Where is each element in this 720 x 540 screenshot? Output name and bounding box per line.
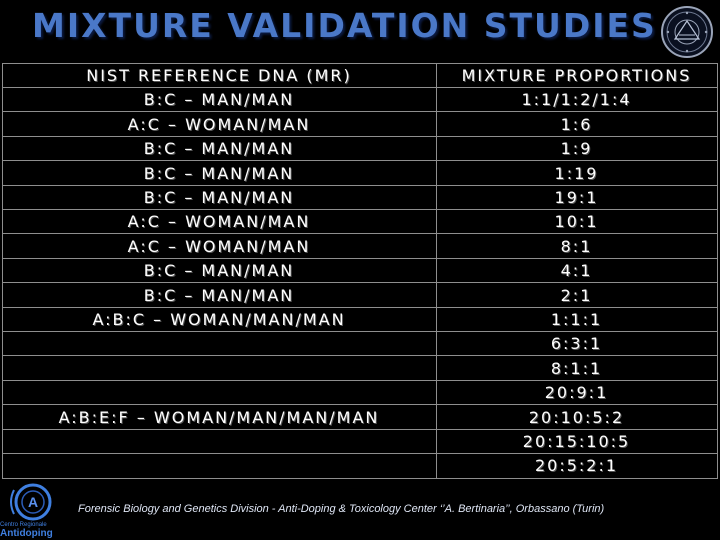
svg-text:A: A: [28, 494, 38, 510]
cell-reference-dna: B:C – MAN/MAN: [143, 163, 295, 183]
table-row: B:C – MAN/MAN 2:1: [3, 284, 717, 308]
cell-mixture-proportion: 20:10:5:2: [528, 407, 625, 427]
table-row: A:C – WOMAN/MAN 8:1: [3, 235, 717, 259]
header-mixture-proportions: MIXTURE PROPORTIONS: [461, 66, 692, 85]
table-row: B:C – MAN/MAN 19:1: [3, 186, 717, 210]
logo-text-big: Antidoping: [0, 528, 53, 539]
cell-mixture-proportion: 1:1/1:2/1:4: [521, 90, 632, 110]
university-seal-icon: [659, 5, 715, 59]
cad-logo-icon: A Centro Regionale Antidoping: [0, 482, 66, 540]
cell-mixture-proportion: 8:1:1: [550, 358, 603, 378]
cell-reference-dna: B:C – MAN/MAN: [143, 285, 295, 305]
cell-mixture-proportion: 4:1: [560, 261, 593, 281]
mixture-table: NIST REFERENCE DNA (MR) MIXTURE PROPORTIO…: [2, 63, 718, 479]
table-row: 20:9:1: [3, 381, 717, 406]
logo-text-small: Centro Regionale: [0, 522, 47, 528]
table-row: B:C – MAN/MAN 1:9: [3, 137, 717, 162]
table-row: 6:3:1: [3, 332, 717, 357]
table-header-row: NIST REFERENCE DNA (MR) MIXTURE PROPORTIO…: [3, 64, 717, 88]
slide-title: MIXTURE VALIDATION STUDIES: [32, 6, 657, 45]
table-row: 8:1:1: [3, 357, 717, 381]
cell-reference-dna: [3, 381, 435, 405]
table-row: A:C – WOMAN/MAN 1:6: [3, 113, 717, 137]
cell-reference-dna: A:C – WOMAN/MAN: [127, 212, 311, 232]
cell-mixture-proportion: 20:9:1: [544, 383, 609, 403]
cell-reference-dna: A:B:C – WOMAN/MAN/MAN: [92, 310, 346, 329]
header-reference-dna: NIST REFERENCE DNA (MR): [86, 66, 352, 85]
cell-mixture-proportion: 10:1: [554, 212, 599, 232]
cell-reference-dna: A:B:E:F – WOMAN/MAN/MAN/MAN: [58, 407, 380, 427]
column-divider: [436, 64, 437, 478]
cell-reference-dna: B:C – MAN/MAN: [143, 261, 295, 281]
cell-mixture-proportion: 1:6: [560, 114, 593, 134]
cell-reference-dna: B:C – MAN/MAN: [143, 90, 295, 110]
table-row: A:B:E:F – WOMAN/MAN/MAN/MAN 20:10:5:2: [3, 406, 717, 430]
table-row: B:C – MAN/MAN 1:19: [3, 162, 717, 186]
cell-reference-dna: B:C – MAN/MAN: [143, 139, 295, 159]
cell-reference-dna: [3, 332, 435, 356]
cell-mixture-proportion: 20:5:2:1: [534, 456, 619, 476]
cell-mixture-proportion: 20:15:10:5: [522, 432, 631, 451]
footer-credit: Forensic Biology and Genetics Division -…: [78, 503, 605, 515]
cell-reference-dna: [3, 430, 435, 454]
table-row: 20:5:2:1: [3, 454, 717, 478]
table-row: A:B:C – WOMAN/MAN/MAN 1:1:1: [3, 308, 717, 332]
cell-reference-dna: [3, 357, 435, 381]
table-row: B:C – MAN/MAN 1:1/1:2/1:4: [3, 88, 717, 113]
cell-mixture-proportion: 1:9: [560, 139, 593, 159]
table-row: A:C – WOMAN/MAN 10:1: [3, 210, 717, 235]
cell-mixture-proportion: 8:1: [560, 236, 593, 256]
table-row: B:C – MAN/MAN 4:1: [3, 259, 717, 284]
cell-mixture-proportion: 1:19: [554, 163, 599, 183]
cell-mixture-proportion: 1:1:1: [550, 310, 603, 329]
table-row: 20:15:10:5: [3, 430, 717, 454]
cell-reference-dna: [3, 454, 435, 478]
cell-mixture-proportion: 19:1: [554, 188, 599, 207]
cell-mixture-proportion: 2:1: [560, 285, 593, 305]
cell-reference-dna: A:C – WOMAN/MAN: [127, 236, 311, 256]
cell-mixture-proportion: 6:3:1: [550, 334, 603, 354]
cell-reference-dna: A:C – WOMAN/MAN: [127, 114, 311, 134]
cell-reference-dna: B:C – MAN/MAN: [143, 188, 295, 207]
